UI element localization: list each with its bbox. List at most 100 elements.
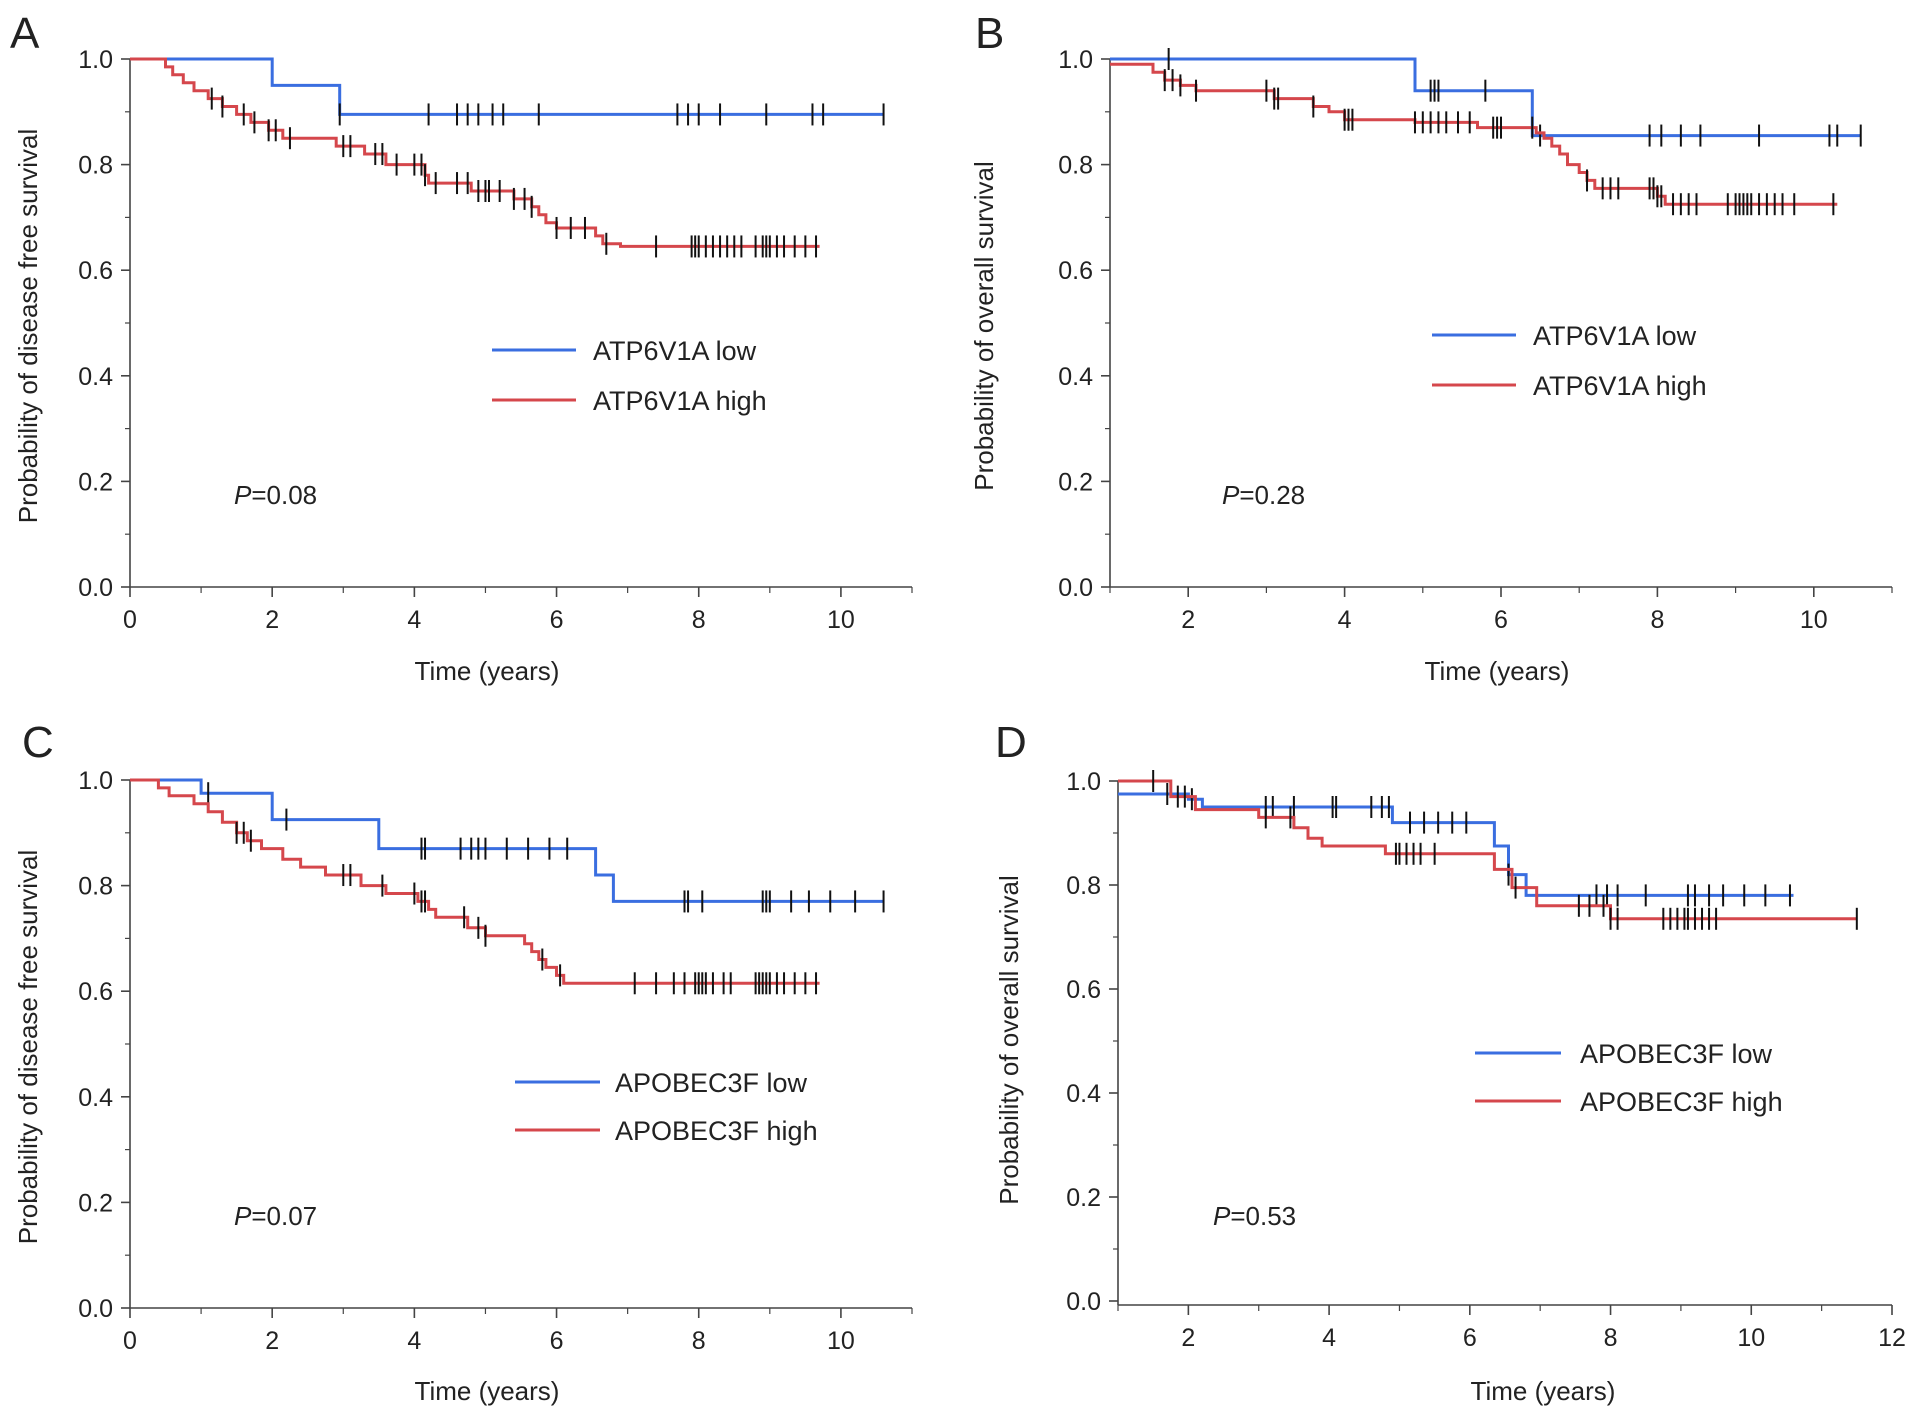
legend-label-low-d: APOBEC3F low bbox=[1580, 1039, 1773, 1069]
p-value-number-d: =0.53 bbox=[1230, 1201, 1296, 1231]
panel-b: B 0.00.20.40.60.81.02 4 6 8 10 Time (years) … bbox=[969, 9, 1893, 686]
panel-letter-b: B bbox=[975, 9, 1004, 58]
y-tick-label-d: 1.0 bbox=[1066, 768, 1101, 796]
x-tick-label-c: 4 bbox=[407, 1327, 421, 1355]
legend-label-low-b: ATP6V1A low bbox=[1533, 321, 1697, 351]
x-tick-label-b: 8 bbox=[1650, 606, 1664, 634]
p-value-c: P=0.07 bbox=[234, 1201, 317, 1231]
x-tick-label-b: 10 bbox=[1800, 606, 1828, 634]
survival-curve-high-a bbox=[130, 57, 820, 248]
panel-letter-c: C bbox=[22, 718, 54, 767]
series-c bbox=[130, 778, 885, 995]
y-tick-label-b: 0.4 bbox=[1058, 363, 1093, 391]
x-tick-label-a: 6 bbox=[550, 606, 564, 634]
x-tick-label-c: 8 bbox=[692, 1327, 706, 1355]
y-tick-label-d: 0.4 bbox=[1066, 1080, 1101, 1108]
p-value-number-c: =0.07 bbox=[251, 1201, 317, 1231]
p-value-a: P=0.08 bbox=[234, 480, 317, 510]
x-tick-label-b: 6 bbox=[1494, 606, 1508, 634]
survival-curve-low-b bbox=[1110, 57, 1861, 138]
x-tick-label-d: 2 bbox=[1181, 1324, 1195, 1352]
x-tick-label-b: 2 bbox=[1181, 606, 1195, 634]
x-tick-label-a: 0 bbox=[123, 606, 137, 634]
legend-label-low-a: ATP6V1A low bbox=[593, 336, 757, 366]
p-value-symbol-c: P bbox=[234, 1201, 252, 1231]
y-tick-label-c: 0.4 bbox=[78, 1084, 113, 1112]
ticks-d: 0.0 0.2 0.4 0.6 0.8 1.0 2 4 6 8 10 12 bbox=[1066, 768, 1906, 1352]
y-tick-label-c: 0.0 bbox=[78, 1295, 113, 1323]
x-tick-label-b: 4 bbox=[1338, 606, 1352, 634]
x-axis-title-d: Time (years) bbox=[1471, 1376, 1616, 1406]
legend-d: APOBEC3F low APOBEC3F high bbox=[1475, 1039, 1783, 1117]
legend-b: ATP6V1A low ATP6V1A high bbox=[1432, 321, 1707, 401]
x-tick-label-c: 6 bbox=[550, 1327, 564, 1355]
survival-curve-low-c bbox=[130, 778, 884, 903]
y-tick-label-a: 0.4 bbox=[78, 363, 113, 391]
p-value-b: P=0.28 bbox=[1222, 480, 1305, 510]
ticks-c: 0.0 0.2 0.4 0.6 0.8 1.0 0 2 4 6 8 10 bbox=[78, 767, 913, 1355]
p-value-number-a: =0.08 bbox=[251, 480, 317, 510]
x-tick-label-c: 0 bbox=[123, 1327, 137, 1355]
y-tick-label-d: 0.2 bbox=[1066, 1184, 1101, 1212]
x-axis-title-c: Time (years) bbox=[415, 1376, 560, 1406]
y-tick-label-a: 0.8 bbox=[78, 152, 113, 180]
y-tick-label-b: 0.6 bbox=[1058, 257, 1093, 285]
x-tick-label-d: 6 bbox=[1463, 1324, 1477, 1352]
y-tick-label-c: 0.8 bbox=[78, 873, 113, 901]
y-tick-label-c: 0.2 bbox=[78, 1189, 113, 1217]
x-tick-label-d: 10 bbox=[1737, 1324, 1765, 1352]
panel-letter-d: D bbox=[995, 718, 1027, 767]
x-tick-label-a: 2 bbox=[265, 606, 279, 634]
series-d bbox=[1118, 770, 1858, 930]
x-axis-title-a: Time (years) bbox=[415, 656, 560, 686]
survival-curve-high-d bbox=[1118, 779, 1857, 921]
panel-c: C 0.0 0.2 0.4 0.6 0.8 1.0 0 2 4 6 8 10 Time (years)… bbox=[13, 718, 913, 1406]
p-value-symbol-d: P bbox=[1213, 1201, 1231, 1231]
legend-label-low-c: APOBEC3F low bbox=[615, 1068, 808, 1098]
y-axis-title-b: Probability of overall survival bbox=[969, 161, 999, 490]
ticks-a: 0.0 0.2 0.4 0.6 0.8 1.0 0 2 4 6 8 10 bbox=[78, 46, 913, 634]
x-tick-label-d: 4 bbox=[1322, 1324, 1336, 1352]
y-tick-label-b: 0.8 bbox=[1058, 152, 1093, 180]
legend-label-high-a: ATP6V1A high bbox=[593, 386, 767, 416]
y-tick-label-a: 1.0 bbox=[78, 46, 113, 74]
p-value-symbol-a: P bbox=[234, 480, 252, 510]
x-tick-label-d: 12 bbox=[1878, 1324, 1906, 1352]
y-tick-label-c: 0.6 bbox=[78, 978, 113, 1006]
p-value-symbol-b: P bbox=[1222, 480, 1240, 510]
x-tick-label-a: 10 bbox=[827, 606, 855, 634]
ticks-b: 0.0 0.2 0.4 0.6 0.8 1.0 2 4 6 8 10 bbox=[1058, 46, 1893, 634]
p-value-d: P=0.53 bbox=[1213, 1201, 1296, 1231]
legend-label-high-b: ATP6V1A high bbox=[1533, 371, 1707, 401]
panel-a: A 0.0 0.2 0.4 0.6 0.8 1.0 0 2 4 6 8 10 Time (years)… bbox=[10, 9, 913, 686]
x-axis-title-b: Time (years) bbox=[1425, 656, 1570, 686]
y-tick-label-a: 0.2 bbox=[78, 468, 113, 496]
y-tick-label-c: 1.0 bbox=[78, 767, 113, 795]
panel-d: D 0.0 0.2 0.4 0.6 0.8 1.0 2 4 6 8 10 12 Time (years… bbox=[994, 718, 1906, 1406]
survival-curve-low-a bbox=[130, 57, 884, 116]
legend-a: ATP6V1A low ATP6V1A high bbox=[492, 336, 767, 416]
survival-curve-low-d bbox=[1118, 792, 1794, 897]
y-tick-label-a: 0.0 bbox=[78, 574, 113, 602]
y-axis-title-c: Probability of disease free survival bbox=[13, 850, 43, 1245]
legend-label-high-d: APOBEC3F high bbox=[1580, 1087, 1783, 1117]
x-tick-label-d: 8 bbox=[1604, 1324, 1618, 1352]
legend-c: APOBEC3F low APOBEC3F high bbox=[515, 1068, 818, 1146]
y-tick-label-d: 0.0 bbox=[1066, 1288, 1101, 1316]
panel-letter-a: A bbox=[10, 9, 40, 58]
x-tick-label-c: 10 bbox=[827, 1327, 855, 1355]
survival-curve-high-b bbox=[1110, 62, 1838, 206]
legend-label-high-c: APOBEC3F high bbox=[615, 1116, 818, 1146]
axes-d bbox=[1117, 781, 1892, 1306]
x-tick-label-c: 2 bbox=[265, 1327, 279, 1355]
y-tick-label-b: 1.0 bbox=[1058, 46, 1093, 74]
x-tick-label-a: 4 bbox=[407, 606, 421, 634]
x-tick-label-a: 8 bbox=[692, 606, 706, 634]
series-b bbox=[1110, 48, 1862, 216]
y-tick-label-a: 0.6 bbox=[78, 257, 113, 285]
y-axis-title-d: Probability of overall survival bbox=[994, 875, 1024, 1204]
y-tick-label-b: 0.2 bbox=[1058, 468, 1093, 496]
y-axis-title-a: Probability of disease free survival bbox=[13, 129, 43, 524]
series-a bbox=[130, 57, 885, 258]
